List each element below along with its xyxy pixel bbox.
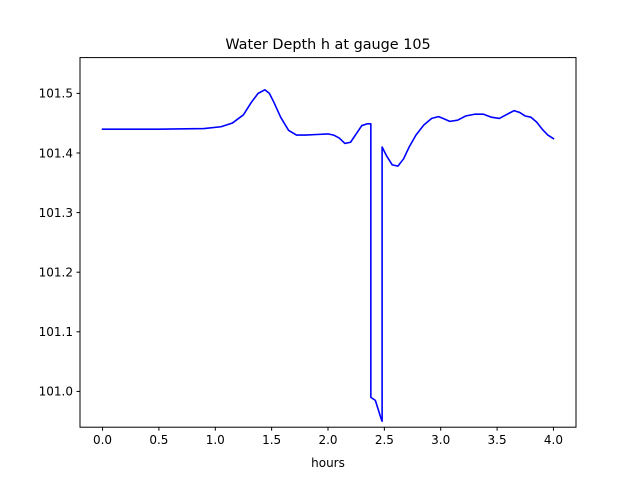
x-tick-label: 1.0 xyxy=(206,433,225,447)
x-tick-label: 3.0 xyxy=(431,433,450,447)
x-tick-label: 2.5 xyxy=(375,433,394,447)
x-tick-label: 3.5 xyxy=(488,433,507,447)
y-tick-label: 101.5 xyxy=(39,87,73,101)
chart-title: Water Depth h at gauge 105 xyxy=(225,37,430,53)
y-tick-label: 101.3 xyxy=(39,206,73,220)
y-axis: 101.0 101.1 101.2 101.3 101.4 101.5 xyxy=(39,87,80,399)
x-axis-label: hours xyxy=(311,456,345,470)
y-tick-label: 101.0 xyxy=(39,385,73,399)
x-tick-label: 4.0 xyxy=(544,433,563,447)
series-line xyxy=(101,88,555,423)
x-axis: 0.0 0.5 1.0 1.5 2.0 2.5 3.0 3.5 4.0 xyxy=(93,427,563,447)
y-tick-label: 101.2 xyxy=(39,266,73,280)
plot-frame xyxy=(79,57,577,428)
x-tick-label: 0.5 xyxy=(149,433,168,447)
plot-area xyxy=(80,57,576,428)
y-tick-label: 101.4 xyxy=(39,146,73,160)
series-layer xyxy=(101,88,555,423)
x-tick-label: 0.0 xyxy=(93,433,112,447)
y-tick-label: 101.1 xyxy=(39,325,73,339)
x-tick-label: 1.5 xyxy=(262,433,281,447)
x-tick-label: 2.0 xyxy=(318,433,337,447)
